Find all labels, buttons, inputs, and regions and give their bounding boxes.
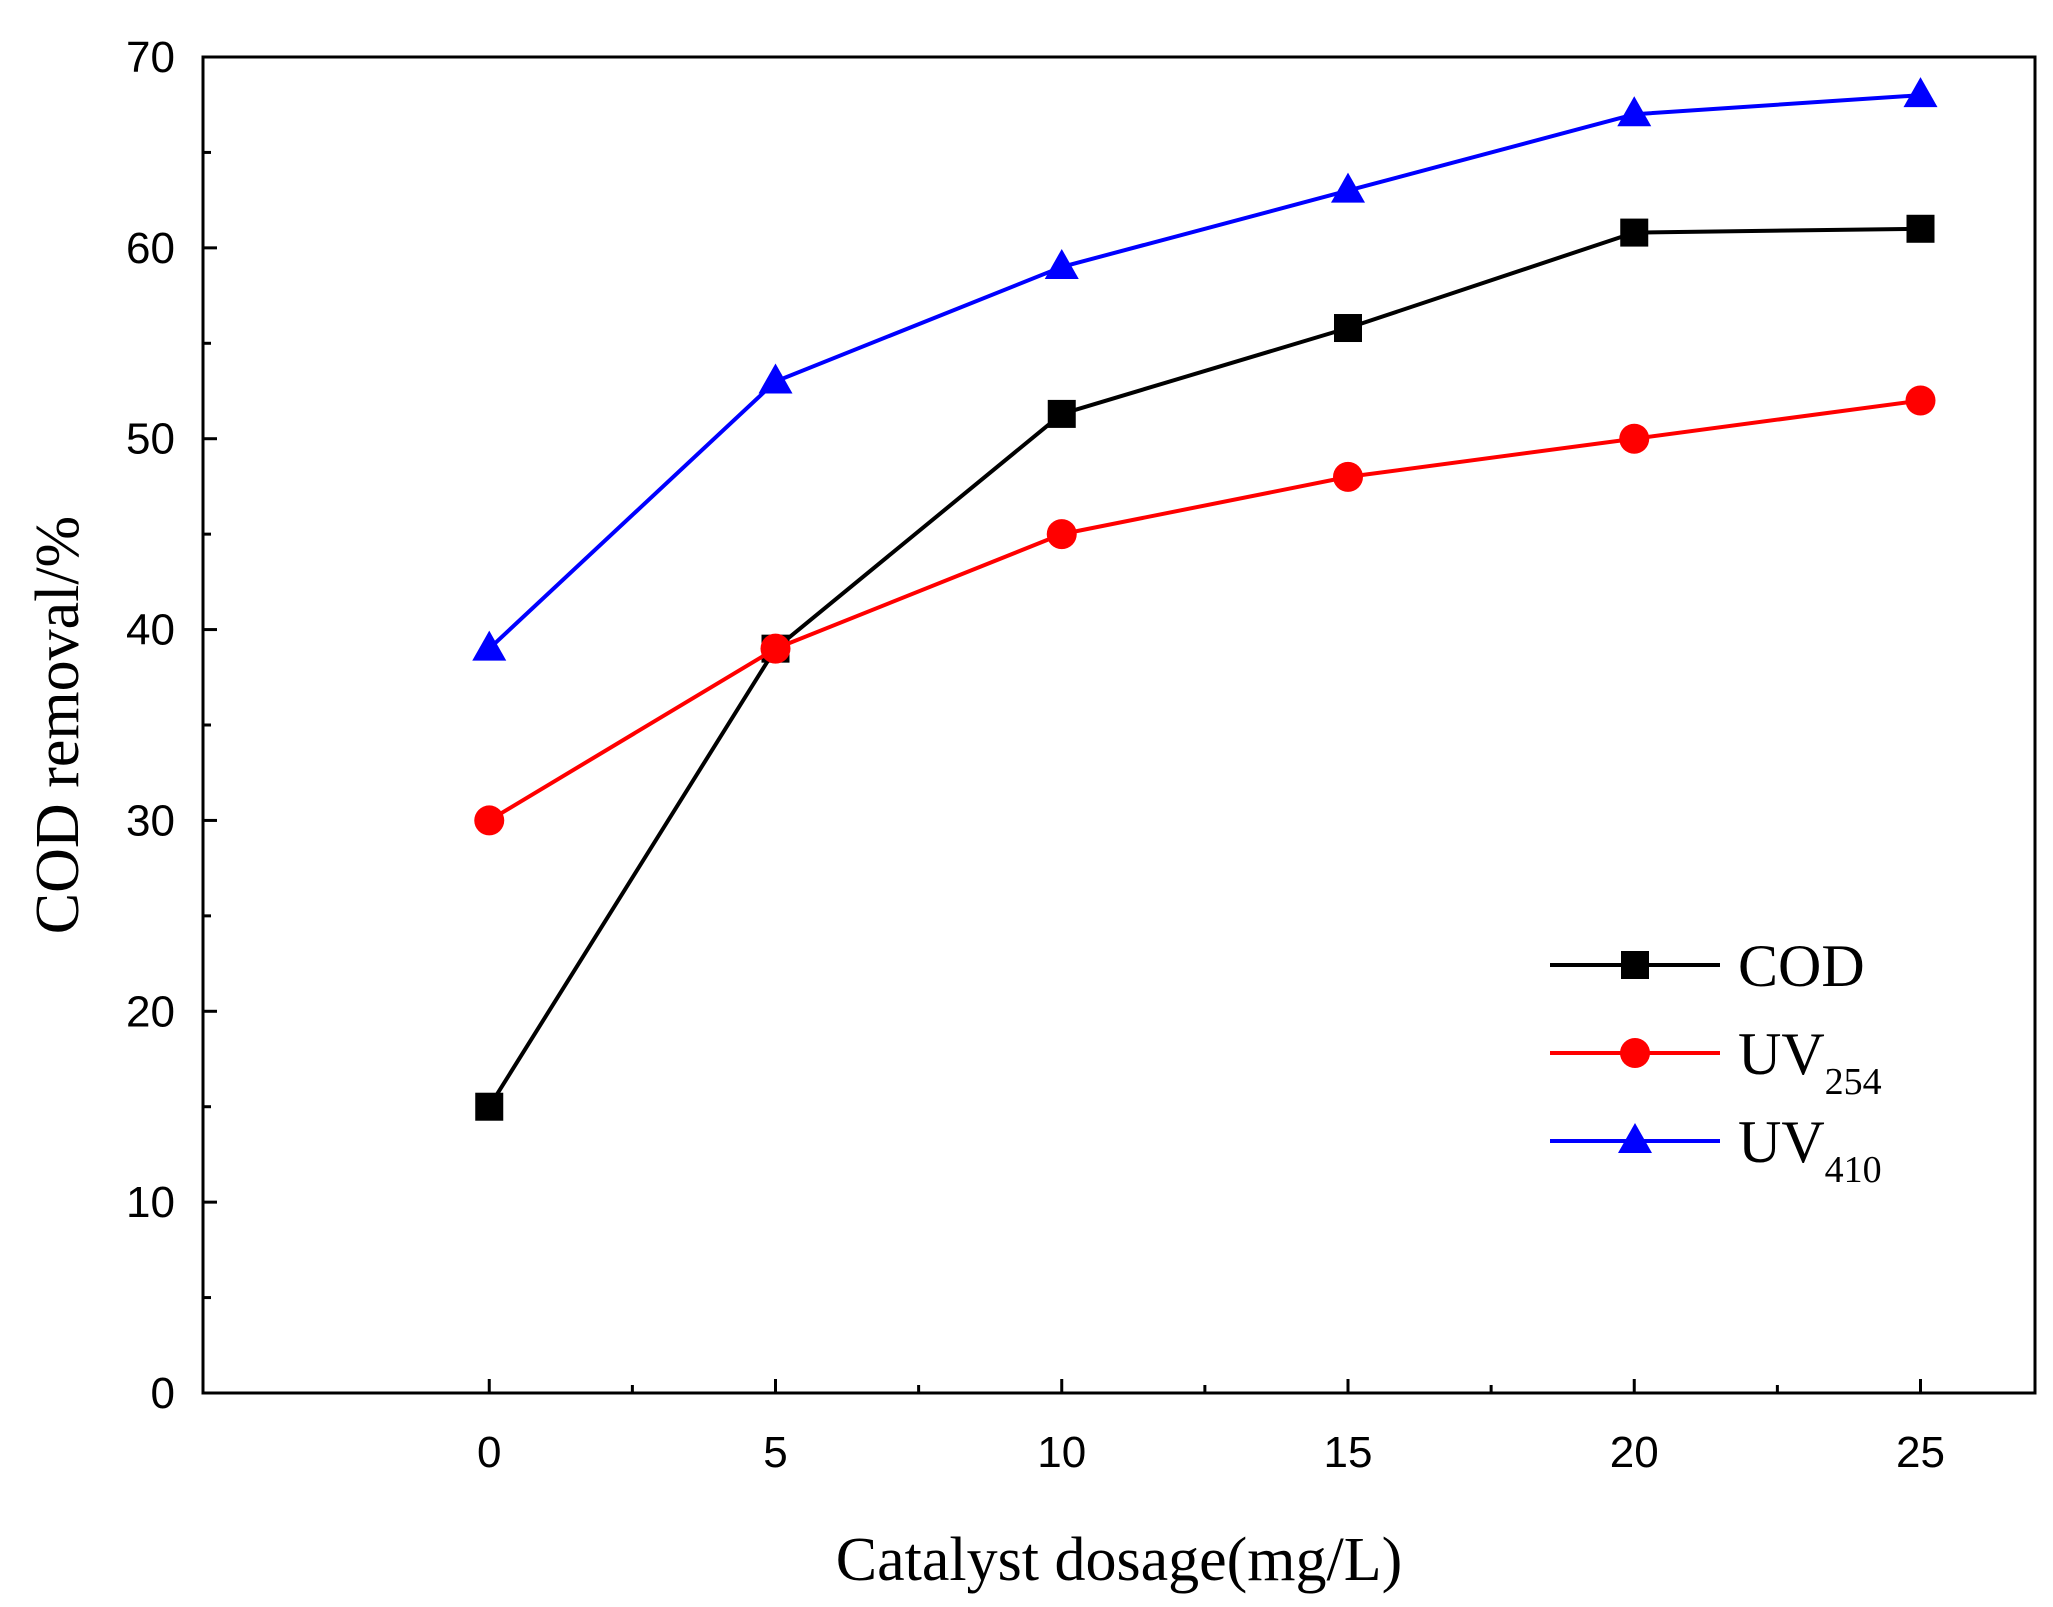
legend-marker-uv254	[1620, 1038, 1650, 1068]
legend-marker-cod	[1621, 951, 1649, 979]
point-cod-20	[1620, 218, 1649, 247]
point-cod-0	[475, 1092, 504, 1121]
point-cod-10	[1047, 399, 1076, 428]
legend-label-uv410: UV410	[1738, 1109, 1882, 1191]
legend-marker-uv410	[1618, 1123, 1652, 1153]
y-tick-label: 70	[126, 33, 175, 82]
point-uv254-5	[760, 633, 791, 664]
x-tick-label: 10	[1037, 1428, 1086, 1477]
point-uv410-10	[1044, 248, 1079, 279]
plot-frame	[201, 55, 2037, 1395]
legend-item-cod: COD	[1550, 933, 1865, 999]
x-tick-label: 5	[763, 1428, 787, 1477]
y-tick-label: 0	[151, 1369, 175, 1418]
plot-series	[472, 77, 1938, 1121]
legend-label-main: UV	[1738, 1021, 1825, 1087]
point-uv254-10	[1046, 519, 1077, 550]
y-tick-label: 40	[126, 606, 175, 655]
point-uv254-25	[1905, 385, 1936, 416]
x-axis-title: Catalyst dosage(mg/L)	[836, 1526, 1402, 1594]
legend-label-subscript: 410	[1825, 1149, 1882, 1191]
point-uv410-20	[1617, 96, 1652, 127]
axes: 0 10 20 30 40 50 60 70 0 5 10 15 20 25	[126, 33, 1945, 1477]
point-uv254-20	[1619, 423, 1650, 454]
point-uv410-25	[1903, 77, 1938, 108]
y-tick-label: 50	[126, 415, 175, 464]
point-uv254-15	[1333, 461, 1363, 492]
series-line-cod	[487, 226, 1921, 1108]
y-tick-label: 10	[126, 1178, 175, 1227]
legend-label-main: COD	[1738, 933, 1865, 999]
x-tick-label: 20	[1610, 1428, 1659, 1477]
point-uv254-0	[474, 805, 505, 836]
x-tick-label: 15	[1324, 1428, 1373, 1477]
series-uv254	[474, 385, 1936, 836]
legend-label-cod: COD	[1738, 933, 1865, 999]
legend-label-subscript: 254	[1825, 1061, 1882, 1103]
x-tick-label: 25	[1896, 1428, 1945, 1477]
legend-item-uv410: UV410	[1550, 1109, 1882, 1191]
y-tick-label: 20	[126, 987, 175, 1036]
series-uv410	[472, 77, 1938, 661]
point-cod-25	[1906, 214, 1935, 243]
point-cod-15	[1334, 314, 1362, 343]
legend-label-main: UV	[1738, 1109, 1825, 1175]
y-axis-title: COD removal/%	[24, 516, 92, 934]
point-uv410-0	[472, 630, 507, 661]
point-uv410-15	[1331, 172, 1365, 203]
x-tick-label: 0	[477, 1428, 501, 1477]
point-uv410-5	[758, 363, 793, 394]
legend-item-uv254: UV254	[1550, 1021, 1882, 1103]
legend-label-uv254: UV254	[1738, 1021, 1882, 1103]
y-tick-label: 30	[126, 796, 175, 845]
y-tick-label: 60	[126, 224, 175, 273]
series-line-uv254	[488, 398, 1921, 823]
series-line-uv410	[487, 93, 1921, 651]
